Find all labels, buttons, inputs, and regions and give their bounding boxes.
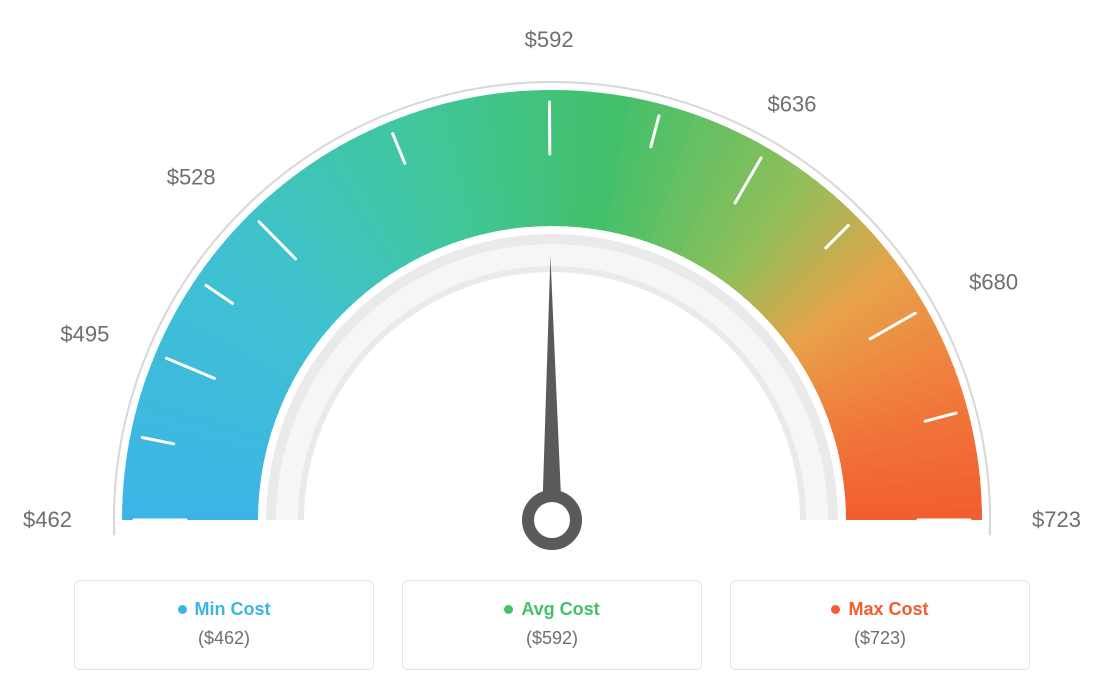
legend-value: ($723)	[854, 628, 906, 649]
tick-label: $495	[60, 321, 109, 346]
legend-title-row: Min Cost	[178, 599, 271, 620]
legend-card-avg: Avg Cost ($592)	[402, 580, 702, 670]
legend-dot-icon	[504, 605, 513, 614]
cost-gauge-widget: $462 $495 $528 $592 $636 $680 $723 Min Cost ($4…	[0, 0, 1104, 690]
tick-label: $723	[1032, 507, 1081, 532]
needle-hub	[528, 496, 576, 544]
legend-value: ($592)	[526, 628, 578, 649]
legend-row: Min Cost ($462) Avg Cost ($592) Max Cost ($72…	[0, 580, 1104, 670]
needle	[542, 256, 562, 520]
legend-title-row: Avg Cost	[504, 599, 599, 620]
tick-label: $592	[525, 27, 574, 52]
legend-card-max: Max Cost ($723)	[730, 580, 1030, 670]
tick-label: $680	[969, 270, 1018, 295]
legend-label: Max Cost	[848, 599, 928, 620]
legend-dot-icon	[831, 605, 840, 614]
tick-label: $636	[768, 91, 817, 116]
tick-label: $528	[167, 165, 216, 190]
legend-card-min: Min Cost ($462)	[74, 580, 374, 670]
tick-label: $462	[23, 507, 72, 532]
legend-dot-icon	[178, 605, 187, 614]
legend-title-row: Max Cost	[831, 599, 928, 620]
legend-label: Avg Cost	[521, 599, 599, 620]
legend-value: ($462)	[198, 628, 250, 649]
legend-label: Min Cost	[195, 599, 271, 620]
gauge-chart: $462 $495 $528 $592 $636 $680 $723	[0, 0, 1104, 560]
